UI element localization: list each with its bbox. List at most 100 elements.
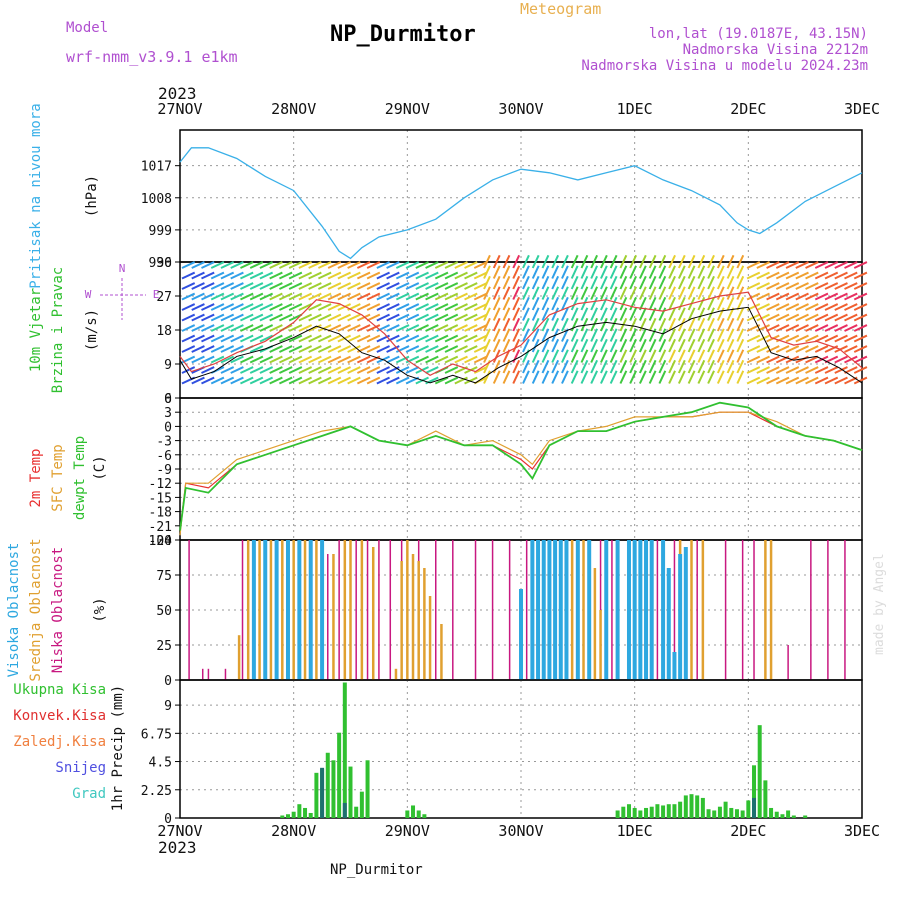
- wind-barb: [240, 366, 254, 374]
- legend-total-rain: Ukupna Kisa: [13, 682, 106, 698]
- total-rain-bar: [632, 807, 637, 818]
- wind-barb: [834, 292, 848, 301]
- wind-barb: [444, 303, 459, 311]
- total-rain-bar: [689, 794, 694, 818]
- wind-barb: [677, 370, 686, 384]
- wind-barb: [805, 355, 819, 364]
- wind-barb: [444, 282, 459, 290]
- y-tick-label: -12: [149, 477, 172, 492]
- wind-barb: [541, 286, 550, 300]
- wind-barb: [502, 286, 511, 300]
- wind-barb: [824, 261, 839, 269]
- y-tick-label: 6: [164, 392, 172, 407]
- wind-barb: [531, 275, 540, 290]
- wind-barb: [541, 296, 550, 311]
- total-rain-bar: [717, 806, 722, 818]
- wind-barb: [201, 313, 215, 322]
- wind-barb: [619, 254, 628, 269]
- wind-barb: [444, 271, 459, 280]
- temp-unit-label: (C): [92, 455, 108, 480]
- wind-barb: [785, 376, 800, 385]
- wind-barb: [473, 303, 488, 311]
- wind-barb: [697, 286, 706, 300]
- wind-barb: [230, 324, 244, 332]
- wind-barb: [726, 265, 735, 279]
- wind-barb: [405, 282, 420, 290]
- panel-frame-5: [179, 679, 863, 819]
- wind-barb: [434, 376, 449, 385]
- wind-barb: [697, 370, 706, 384]
- wind-barb: [648, 359, 657, 374]
- wind-barb: [658, 317, 667, 332]
- wind-barb: [531, 296, 540, 311]
- wind-barb: [220, 334, 235, 343]
- wind-barb: [376, 292, 390, 301]
- wind-barb: [279, 271, 293, 280]
- wind-barb: [454, 313, 468, 322]
- wind-barb: [366, 334, 381, 343]
- wind-barb: [590, 359, 599, 374]
- wind-barb: [570, 307, 579, 321]
- wind-barb: [619, 275, 628, 290]
- wind-barb: [853, 282, 868, 290]
- wind-barb: [795, 376, 809, 385]
- wind-barb: [658, 370, 667, 384]
- wind-barb: [658, 286, 667, 300]
- x-tick-label-bottom: 29NOV: [385, 822, 430, 840]
- wind-barb: [814, 355, 829, 364]
- wind-barb: [853, 261, 868, 269]
- wind-barb: [687, 317, 696, 332]
- wind-barb: [376, 303, 390, 311]
- wind-barb: [220, 324, 235, 332]
- wind-barb: [687, 349, 696, 363]
- total-rain-bar: [331, 760, 336, 818]
- wind-barb: [415, 355, 429, 364]
- wind-barb: [210, 355, 225, 364]
- wind-barb: [415, 292, 429, 301]
- wind-barb: [492, 275, 501, 290]
- y-tick-label: 2.25: [141, 784, 172, 799]
- wind-barb: [327, 345, 342, 353]
- wind-barb: [356, 366, 371, 374]
- y-tick-label: 1008: [141, 192, 172, 207]
- wind-barb: [531, 317, 540, 332]
- wind-barb: [580, 349, 589, 363]
- wind-barb: [230, 303, 244, 311]
- wind-barb: [415, 324, 429, 332]
- wind-barb: [716, 307, 725, 321]
- wind-barb: [629, 328, 637, 342]
- wind-barb: [648, 349, 657, 363]
- wind-barb: [181, 313, 196, 322]
- wind-barb: [356, 334, 371, 343]
- wind-barb: [337, 313, 351, 322]
- wind-barb: [220, 271, 235, 280]
- wind-barb: [716, 275, 725, 290]
- wind-barb: [230, 345, 244, 353]
- wind-barb: [677, 307, 686, 321]
- wind-barb: [512, 275, 521, 290]
- wind-barb: [551, 307, 560, 321]
- wind-barb: [775, 366, 790, 374]
- wind-barb: [425, 271, 439, 280]
- wind-barb: [502, 265, 511, 279]
- wind-barb: [814, 282, 829, 290]
- wind-barb: [181, 282, 196, 290]
- wind-barb: [766, 313, 780, 322]
- wind-barb: [805, 303, 819, 311]
- wind-barb: [512, 286, 521, 300]
- total-rain-bar: [700, 797, 705, 818]
- wind-barb: [541, 307, 550, 321]
- wind-barb: [805, 313, 819, 322]
- x-tick-label-bottom: 3DEC: [844, 822, 880, 840]
- wind-barb: [658, 296, 667, 311]
- wind-barb: [687, 370, 696, 384]
- wind-barb: [805, 334, 819, 343]
- wind-barb: [259, 366, 274, 374]
- wind-barb: [531, 349, 540, 363]
- wind-barb: [668, 286, 676, 300]
- wind-barb: [415, 313, 429, 322]
- wind-barb: [347, 324, 361, 332]
- temp-sfc-axis-label: SFC Temp: [50, 444, 66, 511]
- wind-barb: [766, 261, 780, 269]
- wind-barb: [201, 292, 215, 301]
